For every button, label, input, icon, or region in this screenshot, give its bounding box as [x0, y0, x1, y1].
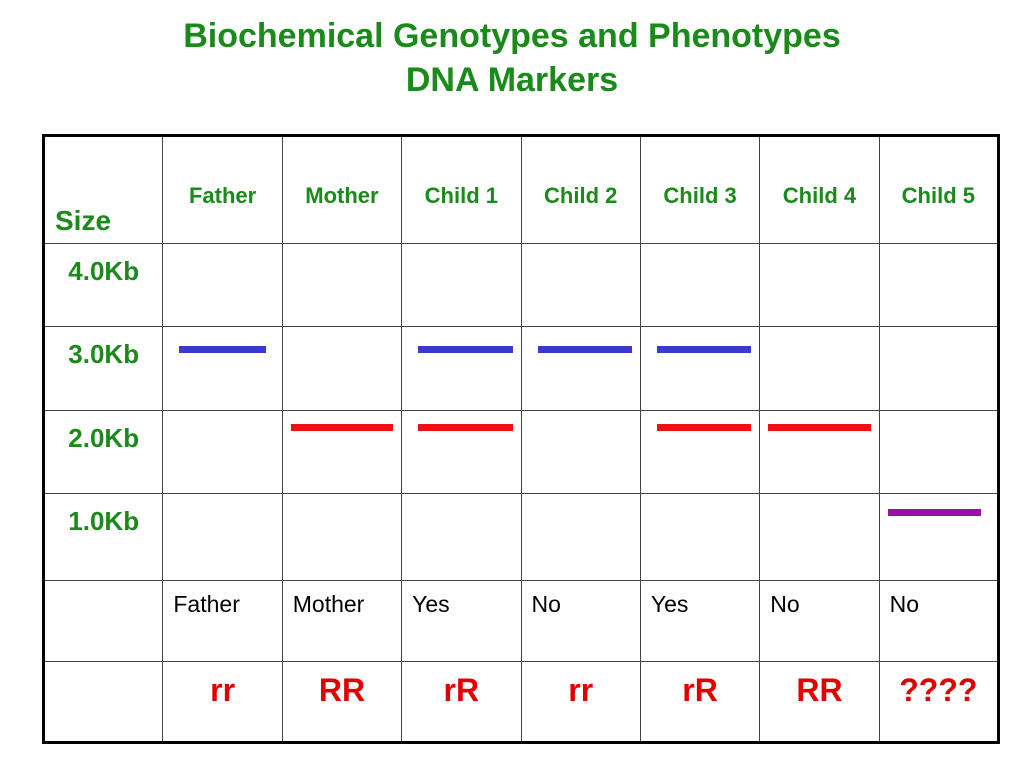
column-header-child-4: Child 4: [782, 183, 857, 208]
band-cell: [401, 409, 522, 495]
size-header-cell: Size: [42, 135, 164, 244]
genotype-row: rr RR rR rr rR RR ????: [42, 661, 1000, 743]
genotype-label-cell: [42, 661, 164, 743]
band-row-2kb: 2.0Kb: [42, 409, 1000, 495]
size-label: 2.0Kb: [68, 422, 140, 453]
phenotype-label-cell: [42, 579, 164, 663]
band-cell: [520, 242, 641, 328]
band-cell: [162, 493, 283, 581]
dna-band-2-0kb-mother: [290, 423, 394, 431]
column-header-child-3: Child 3: [663, 183, 737, 208]
phenotype-child-1: Yes: [412, 590, 450, 617]
dna-band-2-0kb-child-1: [418, 423, 513, 431]
band-cell: [878, 326, 1000, 411]
band-cell: [759, 493, 880, 581]
band-cell: [878, 242, 1000, 328]
dna-band-3-0kb-child-2: [537, 346, 632, 354]
band-cell: [639, 242, 761, 328]
dna-band-2-0kb-child-4: [768, 423, 871, 431]
band-cell: [520, 409, 641, 495]
band-cell: [281, 326, 403, 411]
size-cell: 2.0Kb: [42, 409, 164, 495]
size-label: 3.0Kb: [68, 339, 140, 370]
header-row: Size Father Mother Child 1 Child 2 Child…: [42, 135, 1000, 244]
page-title: Biochemical Genotypes and Phenotypes DNA…: [0, 14, 1024, 102]
phenotype-child-2: No: [531, 590, 561, 617]
band-cell: [878, 409, 1000, 495]
size-header: Size: [55, 204, 112, 236]
band-cell: [281, 493, 403, 581]
genotype-father: rr: [210, 672, 236, 709]
title-line-2: DNA Markers: [405, 61, 619, 99]
dna-band-2-0kb-child-3: [656, 423, 752, 431]
band-cell: [520, 326, 641, 411]
phenotype-father: Father: [173, 590, 240, 617]
title-line-1: Biochemical Genotypes and Phenotypes: [183, 17, 841, 55]
column-header-child-1: Child 1: [424, 183, 498, 208]
size-label: 4.0Kb: [68, 255, 140, 286]
phenotype-mother: Mother: [292, 590, 365, 617]
band-cell: [162, 242, 283, 328]
phenotype-child-5: No: [889, 590, 920, 617]
column-header-child-2: Child 2: [544, 183, 618, 208]
band-cell: [759, 242, 880, 328]
band-cell: [639, 409, 761, 495]
genotype-child-4: RR: [796, 672, 843, 709]
band-cell: [759, 409, 880, 495]
band-cell: [639, 493, 761, 581]
column-header-mother: Mother: [305, 183, 379, 208]
band-cell: [281, 409, 403, 495]
band-row-4kb: 4.0Kb: [42, 242, 1000, 328]
genotype-child-3: rR: [682, 672, 718, 709]
band-cell: [281, 242, 403, 328]
phenotype-child-3: Yes: [650, 590, 689, 617]
band-cell: [401, 242, 522, 328]
size-cell: 1.0Kb: [42, 493, 164, 581]
dna-band-3-0kb-child-3: [656, 346, 752, 354]
band-cell: [162, 409, 283, 495]
size-cell: 3.0Kb: [42, 326, 164, 411]
dna-band-3-0kb-father: [179, 346, 266, 354]
band-cell: [520, 493, 641, 581]
genotype-child-5: ????: [899, 672, 978, 709]
genotype-child-1: rR: [443, 672, 480, 709]
dna-marker-table: Size Father Mother Child 1 Child 2 Child…: [42, 134, 1000, 744]
phenotype-child-4: No: [770, 590, 800, 617]
column-header-father: Father: [188, 183, 257, 208]
band-cell: [878, 493, 1000, 581]
band-cell: [162, 326, 283, 411]
band-row-1kb: 1.0Kb: [42, 493, 1000, 581]
dna-band-1-0kb-child-5: [887, 509, 981, 517]
column-header-child-5: Child 5: [901, 183, 975, 208]
dna-band-3-0kb-child-1: [418, 346, 513, 354]
band-cell: [759, 326, 880, 411]
band-cell: [401, 326, 522, 411]
band-cell: [639, 326, 761, 411]
genotype-child-2: rr: [568, 672, 594, 709]
band-cell: [401, 493, 522, 581]
band-row-3kb: 3.0Kb: [42, 326, 1000, 411]
phenotype-row: Father Mother Yes No Yes No No: [42, 579, 1000, 663]
size-label: 1.0Kb: [68, 506, 140, 537]
size-cell: 4.0Kb: [42, 242, 164, 328]
genotype-mother: RR: [318, 672, 366, 709]
